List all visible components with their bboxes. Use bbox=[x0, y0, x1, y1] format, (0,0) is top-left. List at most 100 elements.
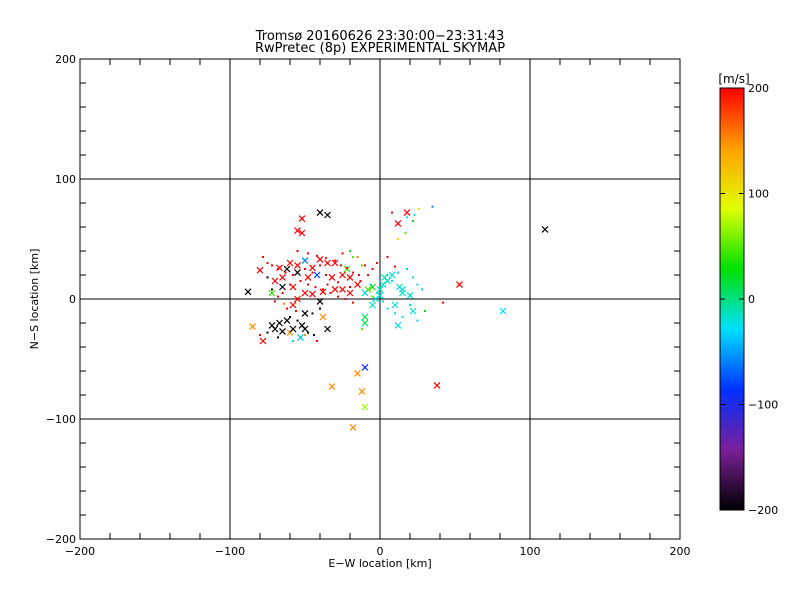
data-point-dot bbox=[316, 254, 318, 257]
data-point-dot bbox=[266, 276, 269, 279]
data-point-dot bbox=[337, 295, 339, 298]
colorbar-ticks: 200 100 0 −100 −200 bbox=[720, 82, 778, 517]
chart-subtitle: RwPretec (8p) EXPERIMENTAL SKYMAP bbox=[255, 41, 505, 56]
data-point-x bbox=[294, 269, 301, 277]
data-point-x bbox=[499, 307, 507, 315]
data-point-dot bbox=[319, 307, 321, 310]
data-point-x bbox=[354, 281, 361, 289]
data-point-dot bbox=[401, 316, 404, 318]
data-point-dot bbox=[262, 256, 264, 258]
data-point-x bbox=[399, 285, 406, 293]
data-point-x bbox=[244, 288, 252, 296]
data-point-x bbox=[361, 313, 369, 321]
data-point-x bbox=[259, 337, 267, 345]
data-point-dot bbox=[304, 268, 306, 270]
data-point-x bbox=[279, 283, 286, 291]
data-point-dot bbox=[316, 340, 318, 342]
data-point-dot bbox=[314, 286, 317, 288]
data-point-x bbox=[456, 281, 463, 289]
x-tick-label: 0 bbox=[377, 545, 384, 558]
data-point-dot bbox=[404, 232, 407, 234]
data-point-x bbox=[298, 229, 306, 237]
data-point-dot bbox=[391, 280, 393, 282]
x-tick-labels: −200 −100 0 100 200 bbox=[65, 545, 691, 558]
data-point-x bbox=[379, 281, 387, 289]
data-point-x bbox=[313, 271, 321, 279]
data-point-x bbox=[349, 423, 357, 431]
x-axis-label: E−W location [km] bbox=[328, 557, 431, 570]
chart-title: Tromsø 20160626 23:30:00−23:31:43 bbox=[255, 29, 505, 44]
colorbar: [m/s] bbox=[718, 72, 750, 511]
data-point-dot bbox=[412, 276, 414, 279]
y-tick-label: 100 bbox=[55, 173, 76, 186]
data-point-dot bbox=[277, 295, 279, 298]
data-point-dot bbox=[394, 265, 396, 268]
data-point-dot bbox=[283, 302, 285, 305]
data-point-dot bbox=[397, 238, 399, 240]
y-tick-label: 200 bbox=[55, 53, 76, 66]
data-point-dot bbox=[431, 205, 434, 208]
y-tick-label: −100 bbox=[46, 413, 76, 426]
data-point-x bbox=[283, 265, 291, 273]
data-point-dot bbox=[409, 304, 411, 306]
data-point-dot bbox=[416, 319, 419, 322]
data-point-dot bbox=[416, 283, 419, 286]
data-point-dot bbox=[284, 271, 287, 274]
data-point-x bbox=[384, 277, 391, 285]
x-tick-label: −200 bbox=[65, 545, 95, 558]
colorbar-tick-label: 100 bbox=[748, 188, 769, 201]
data-point-x bbox=[394, 321, 402, 329]
y-tick-label: −200 bbox=[46, 533, 76, 546]
data-point-x bbox=[331, 259, 339, 267]
data-point-x bbox=[328, 273, 336, 281]
data-point-x bbox=[339, 285, 346, 293]
data-point-x bbox=[301, 309, 309, 317]
data-point-dot bbox=[364, 264, 366, 267]
grid-lines bbox=[79, 58, 681, 540]
data-point-x bbox=[339, 271, 346, 279]
data-point-dot bbox=[271, 288, 273, 291]
data-point-x bbox=[298, 215, 306, 223]
data-point-x bbox=[328, 383, 336, 391]
data-point-dot bbox=[371, 295, 374, 298]
data-point-dot bbox=[334, 259, 336, 262]
data-point-dot bbox=[397, 271, 399, 274]
data-point-dot bbox=[266, 331, 269, 334]
data-point-dot bbox=[359, 280, 362, 282]
data-point-dot bbox=[352, 271, 354, 274]
data-point-dot bbox=[349, 286, 351, 288]
data-point-x bbox=[361, 403, 369, 411]
data-point-dot bbox=[295, 310, 297, 312]
x-tick-label: 100 bbox=[520, 545, 541, 558]
data-point-dot bbox=[352, 256, 354, 258]
data-point-dot bbox=[382, 300, 384, 303]
data-point-x bbox=[346, 273, 354, 281]
data-point-x bbox=[289, 325, 297, 333]
data-point-x bbox=[271, 325, 279, 333]
data-point-dot bbox=[311, 271, 314, 274]
data-point-x bbox=[376, 285, 384, 293]
data-point-x bbox=[331, 285, 339, 293]
data-point-dot bbox=[406, 268, 408, 270]
data-point-dot bbox=[289, 316, 291, 318]
data-point-dot bbox=[442, 301, 444, 304]
data-point-dot bbox=[299, 280, 302, 282]
data-point-x bbox=[319, 313, 327, 321]
x-tick-label: −100 bbox=[215, 545, 245, 558]
data-point-dot bbox=[367, 274, 369, 276]
colorbar-tick-label: −200 bbox=[748, 504, 778, 517]
data-point-dot bbox=[406, 216, 408, 219]
data-point-x bbox=[388, 271, 396, 279]
data-point-x bbox=[403, 209, 411, 217]
data-point-dot bbox=[352, 301, 354, 304]
data-point-dot bbox=[337, 281, 339, 284]
minor-ticks bbox=[79, 58, 681, 540]
data-point-x bbox=[249, 323, 256, 331]
data-point-dot bbox=[346, 266, 348, 269]
data-point-x bbox=[294, 295, 301, 303]
data-point-dot bbox=[307, 331, 309, 334]
data-point-x bbox=[343, 265, 351, 273]
data-point-x bbox=[297, 333, 304, 341]
data-point-dot bbox=[370, 283, 372, 286]
